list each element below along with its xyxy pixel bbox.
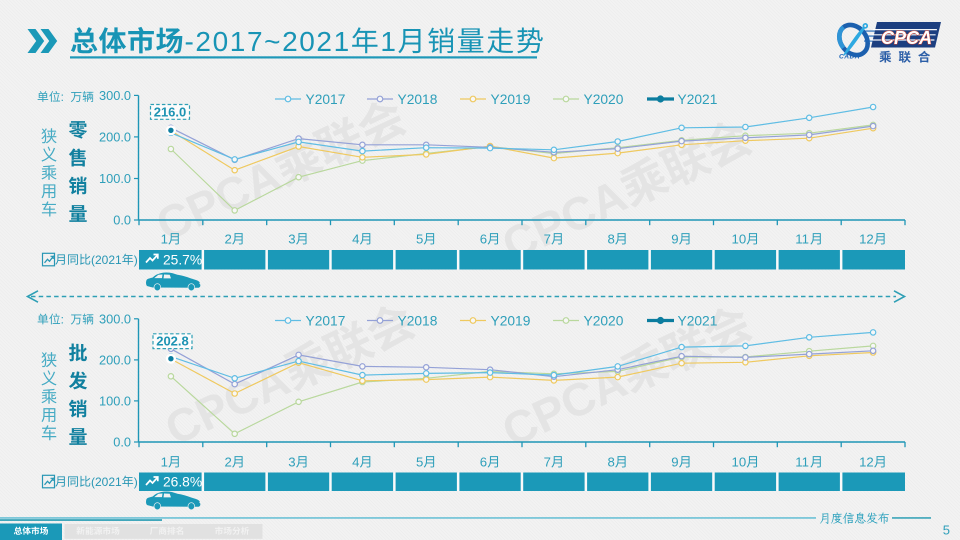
svg-text:-2017~2021: -2017~2021 [185,26,351,57]
svg-text:CPCA: CPCA [157,353,297,455]
svg-text:216.0: 216.0 [154,104,187,119]
svg-text:3: 3 [288,232,295,247]
svg-text:5: 5 [416,232,423,247]
svg-text:Y2018: Y2018 [398,314,438,329]
svg-text:1: 1 [380,26,397,57]
svg-text:200.0: 200.0 [99,353,131,368]
svg-text:2: 2 [225,455,232,470]
svg-text:100.0: 100.0 [99,171,131,186]
svg-text:1: 1 [161,455,168,470]
svg-text:5: 5 [416,455,423,470]
svg-text:3: 3 [288,455,295,470]
svg-text:Y2018: Y2018 [398,92,438,107]
svg-text:Y2020: Y2020 [584,314,624,329]
svg-text:CPCA: CPCA [881,28,932,48]
svg-text:CADA: CADA [839,54,860,61]
svg-text:4: 4 [352,455,359,470]
svg-text:10: 10 [732,232,747,247]
svg-text:0.0: 0.0 [113,435,131,450]
svg-text:6: 6 [480,232,487,247]
svg-text:Y2019: Y2019 [491,92,531,107]
svg-text:1: 1 [161,232,168,247]
svg-text:Y2019: Y2019 [491,314,531,329]
svg-text:9: 9 [671,232,678,247]
svg-text::: : [61,313,64,327]
svg-text:200.0: 200.0 [99,130,131,145]
svg-text:8: 8 [608,455,615,470]
svg-text:Y2020: Y2020 [584,92,624,107]
svg-text:2: 2 [225,232,232,247]
svg-text:(2021: (2021 [91,475,122,489]
svg-text:CPCA: CPCA [148,149,288,251]
svg-text:26.8%: 26.8% [163,474,202,489]
svg-text:6: 6 [480,455,487,470]
svg-text:4: 4 [352,232,359,247]
svg-text:11: 11 [795,232,809,247]
svg-text:Y2017: Y2017 [306,92,346,107]
svg-text:300.0: 300.0 [99,88,131,103]
svg-text:100.0: 100.0 [99,394,131,409]
svg-text:12: 12 [859,232,874,247]
svg-text:Y2017: Y2017 [306,314,346,329]
svg-text:8: 8 [608,232,615,247]
svg-text:11: 11 [795,455,809,470]
svg-text:Y2021: Y2021 [678,92,718,107]
svg-text:7: 7 [544,455,551,470]
svg-text:300.0: 300.0 [99,311,131,326]
svg-text:): ) [134,475,138,489]
svg-text:12: 12 [859,455,874,470]
svg-text:): ) [134,253,138,267]
svg-text:9: 9 [671,455,678,470]
svg-text:Y2021: Y2021 [678,314,718,329]
svg-text:(2021: (2021 [91,253,122,267]
svg-text:25.7%: 25.7% [163,252,202,267]
svg-text:202.8: 202.8 [156,334,189,349]
svg-text:0.0: 0.0 [113,213,131,228]
svg-text:5: 5 [943,523,950,538]
svg-text:7: 7 [544,232,551,247]
svg-text::: : [61,90,64,104]
svg-text:10: 10 [732,455,747,470]
